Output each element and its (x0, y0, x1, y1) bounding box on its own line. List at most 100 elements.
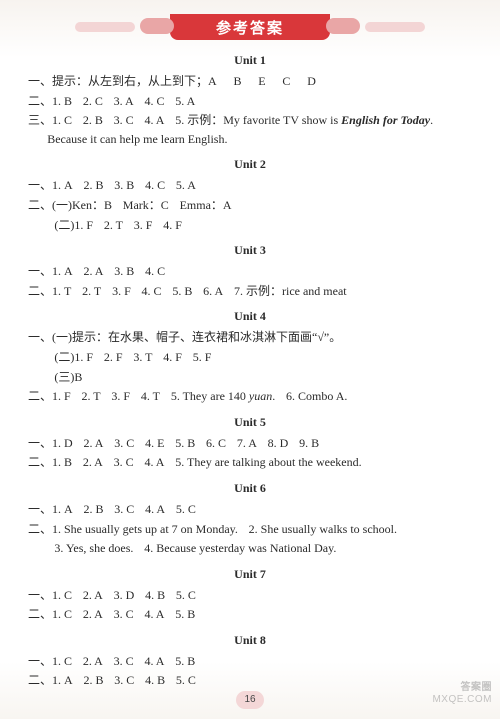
text-run: 4. E (145, 436, 164, 450)
text-run: 二、1. F (28, 389, 71, 403)
unit-title: Unit 7 (28, 567, 472, 582)
text-run: 5. B (172, 284, 192, 298)
text-run: 2. T (82, 284, 101, 298)
text-run: 4. C (145, 264, 165, 278)
text-run: C (282, 74, 290, 88)
answer-line: 二、1. C2. A3. C4. A5. B (28, 605, 472, 624)
text-run: 3. A (114, 94, 134, 108)
text-run: 7. 示例：rice and meat (234, 284, 347, 298)
text-run: 一、(一)提示：在水果、帽子、连衣裙和冰淇淋下面画“√”。 (28, 330, 341, 344)
watermark-line: MXQE.COM (432, 694, 492, 705)
text-run: 3. F (134, 218, 153, 232)
answer-line: (三)B (54, 368, 472, 387)
text-run: 二、1. B (28, 94, 72, 108)
page-banner: 参考答案 (28, 14, 472, 44)
text-run: yuan (249, 389, 272, 403)
text-run: 6. Combo A. (286, 389, 347, 403)
text-run: 5. They are 140 (171, 389, 249, 403)
answer-line: 一、1. D2. A3. C4. E5. B6. C7. A8. D9. B (28, 434, 472, 453)
text-run: (二)1. F (54, 218, 93, 232)
text-run: 三、1. C (28, 113, 72, 127)
text-run: 3. F (112, 284, 131, 298)
answer-line: 三、1. C 2. B 3. C 4. A 5. 示例：My favorite TV s… (28, 111, 472, 148)
text-run: 2. T (81, 389, 100, 403)
text-run: 4. F (163, 218, 182, 232)
banner-title: 参考答案 (216, 17, 284, 38)
answer-line: 二、1. B2. A3. C4. A5. They are talking ab… (28, 453, 472, 472)
text-run: 二、1. B (28, 455, 72, 469)
text-run: 2. B (83, 673, 103, 687)
text-run: 2. A (83, 436, 103, 450)
text-run: . (272, 389, 275, 403)
text-run: (二)1. F (54, 350, 93, 364)
unit-title: Unit 1 (28, 53, 472, 68)
text-run: 4. A (144, 455, 164, 469)
answer-line: (二)1. F 2. T 3. F 4. F (54, 216, 472, 235)
answer-line: 二、1. T2. T3. F4. C5. B6. A7. 示例：rice and… (28, 282, 472, 301)
text-run: 5. C (176, 673, 196, 687)
text-run: E (258, 74, 265, 88)
text-run: 3. D (114, 588, 135, 602)
text-run: 4. F (163, 350, 182, 364)
text-run: 4. B (145, 673, 165, 687)
text-run: 一、1. A (28, 178, 73, 192)
unit-title: Unit 2 (28, 157, 472, 172)
text-run: 2. F (104, 350, 123, 364)
text-run: 2. She usually walks to school. (249, 522, 397, 536)
text-run: 4. A (145, 502, 165, 516)
text-run: 5. F (193, 350, 212, 364)
text-run: 一、提示：从左到右，从上到下；A (28, 74, 217, 88)
text-run: 3. C (114, 436, 134, 450)
answer-line: 一、1. C2. A3. D4. B5. C (28, 586, 472, 605)
text-run: 2. A (83, 264, 103, 278)
text-run: 5. A (176, 178, 196, 192)
text-run: 4. A (144, 113, 164, 127)
text-run: 一、1. A (28, 502, 73, 516)
text-run: 5. A (175, 94, 195, 108)
answer-content: Unit 1一、提示：从左到右，从上到下；ABECD二、1. B2. C3. A… (28, 53, 472, 690)
text-run: 3. B (114, 178, 134, 192)
answer-line: (二)1. F 2. F 3. T 4. F 5. F (54, 348, 472, 367)
text-run: 5. B (175, 654, 195, 668)
text-run: 4. C (144, 94, 164, 108)
ribbon-decor (365, 22, 425, 32)
answer-line: 一、(一)提示：在水果、帽子、连衣裙和冰淇淋下面画“√”。 (28, 328, 472, 347)
text-run: 二、1. T (28, 284, 71, 298)
text-run: 3. C (114, 607, 134, 621)
text-run: 3. C (114, 113, 134, 127)
text-run: 2. C (83, 94, 103, 108)
text-run: 3. F (111, 389, 130, 403)
text-run: 9. B (299, 436, 319, 450)
text-run: 6. C (206, 436, 226, 450)
ribbon-decor (75, 22, 135, 32)
unit-title: Unit 5 (28, 415, 472, 430)
text-run: 2. A (83, 654, 103, 668)
text-run: 4. C (145, 178, 165, 192)
answer-line: 一、1. A 2. B 3. B 4. C 5. A (28, 176, 472, 195)
text-run: 5. 示例：My favorite TV show is (175, 113, 341, 127)
text-run: 二、(一)Ken：B (28, 198, 112, 212)
text-run: 5. C (176, 502, 196, 516)
answer-line: 二、1. F2. T3. F4. T5. They are 140 yuan.6… (28, 387, 472, 406)
answer-page: 参考答案 Unit 1一、提示：从左到右，从上到下；ABECD二、1. B2. … (0, 0, 500, 719)
page-number: 16 (236, 691, 264, 709)
text-run: 4. A (144, 607, 164, 621)
text-run: 4. C (142, 284, 162, 298)
text-run: D (307, 74, 316, 88)
text-run: 2. B (83, 178, 103, 192)
text-run: 2. T (104, 218, 123, 232)
text-run: 7. A (237, 436, 257, 450)
text-run: 2. A (83, 607, 103, 621)
unit-title: Unit 8 (28, 633, 472, 648)
answer-line: 一、提示：从左到右，从上到下；ABECD (28, 72, 472, 91)
text-run: (三)B (54, 370, 82, 384)
text-run: 3. T (133, 350, 152, 364)
text-run: 二、1. A (28, 673, 73, 687)
text-run: 4. A (144, 654, 164, 668)
text-run: 3. C (114, 673, 134, 687)
text-run: 2. B (83, 113, 103, 127)
text-run: 4. B (145, 588, 165, 602)
text-run: 一、1. C (28, 588, 72, 602)
text-run: 5. B (175, 436, 195, 450)
text-run: Emma：A (180, 198, 232, 212)
